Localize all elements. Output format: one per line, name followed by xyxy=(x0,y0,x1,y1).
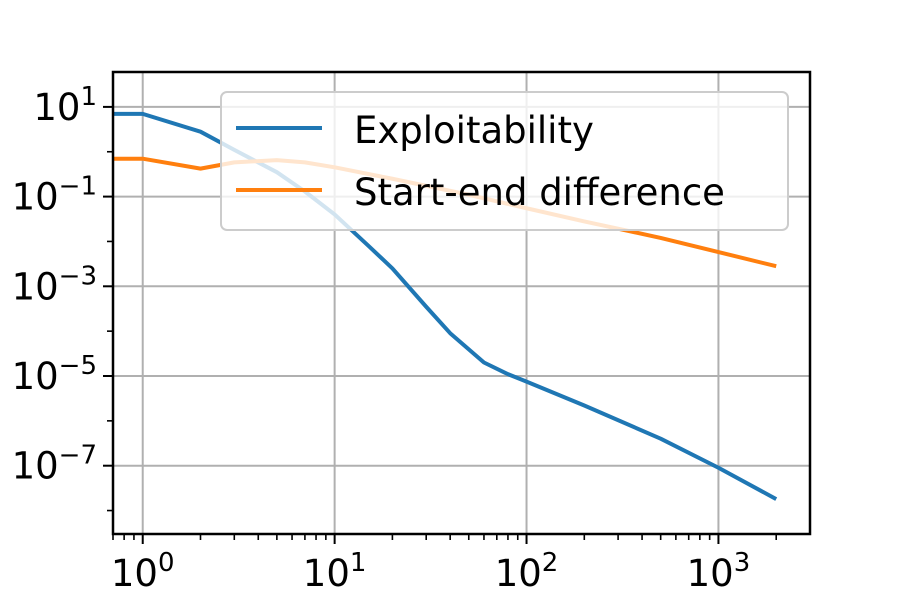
legend-box xyxy=(220,91,789,231)
legend-label-exploitability: Exploitability xyxy=(354,109,594,152)
x-tick-label: 102 xyxy=(495,548,559,595)
legend: Exploitability Start-end difference xyxy=(220,91,789,231)
y-tick-label: 10−7 xyxy=(12,441,97,488)
x-tick-label: 100 xyxy=(111,548,175,595)
ticks-layer: 100 101 102 103 101 10−1 10−3 10−5 10−7 xyxy=(12,82,778,595)
axes-frame xyxy=(111,70,812,536)
legend-label-start-end-difference: Start-end difference xyxy=(354,171,725,214)
y-tick-label: 10−3 xyxy=(12,261,97,308)
x-tick-label: 101 xyxy=(303,548,367,595)
y-tick-label: 101 xyxy=(33,82,97,129)
x-tick-label: 103 xyxy=(687,548,751,595)
y-tick-label: 10−1 xyxy=(12,172,97,219)
y-tick-label: 10−5 xyxy=(12,351,97,398)
